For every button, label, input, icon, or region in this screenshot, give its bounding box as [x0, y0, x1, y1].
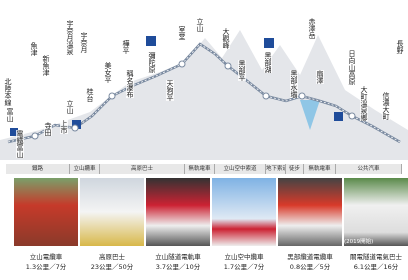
station-label: 黑部水壩 [290, 70, 298, 98]
vehicle-photo [212, 178, 276, 246]
vehicle-name: 立山隧道電軌車 [145, 253, 211, 261]
station-label: 上市 [60, 120, 68, 134]
station-label: 電鐵富山 [16, 130, 24, 158]
vehicle-name: 黑部纜道電纜車 [277, 253, 343, 261]
note: (2019開始) [344, 238, 384, 246]
station-label: 宇奈月溫泉 [66, 20, 74, 55]
vehicle-photo [14, 178, 78, 246]
transport-segment: 立山纜車 [70, 164, 100, 174]
station-label: 立山 [66, 100, 74, 114]
vehicle-detail: 6.1公里／16分 [343, 263, 408, 271]
station-label: 北陸本線 [4, 78, 12, 106]
station-label: 宇奈月 [80, 32, 88, 53]
station-label: 新魚津 [42, 55, 50, 76]
station-label: 長野 [396, 40, 404, 54]
transport-segment: 公共汽車 [336, 164, 402, 174]
transport-segment: 高原巴士 [100, 164, 185, 174]
transport-segment: 鐵路 [6, 164, 70, 174]
transport-segment: 無軌電車 [304, 164, 336, 174]
vehicle-detail: 3.7公里／10分 [145, 263, 211, 271]
station-label: 寺田 [44, 122, 52, 136]
station-label: 樺平 [122, 40, 130, 54]
station-label: 室堂 [178, 26, 186, 40]
transport-segment: 無軌電車 [185, 164, 215, 174]
vehicle-photo [146, 178, 210, 246]
vehicle-photo [344, 178, 408, 246]
station-label: 桂台 [86, 88, 94, 102]
vehicle-detail: 1.3公里／7分 [13, 263, 79, 271]
vehicle-name: 立山電纜車 [13, 253, 79, 261]
vehicle-name: 關電隧道電氣巴士 [343, 253, 408, 261]
station-label: 魚津 [30, 42, 38, 56]
station-label: 稱名瀑布 [126, 70, 134, 98]
station-label: 立山 [196, 18, 204, 32]
transport-segment: 立山空中索道 [215, 164, 266, 174]
vehicle-photo [278, 178, 342, 246]
route-diagram: 魚津新魚津宇奈月溫泉宇奈月北陸本線富山電鐵富山寺田上市立山桂台美女平稱名瀑布樺平… [0, 0, 408, 280]
vehicle-photo [80, 178, 144, 246]
transport-segment: 地下索道 [266, 164, 286, 174]
vehicle-name: 立山空中纜車 [211, 253, 277, 261]
station-label: 扇澤 [316, 70, 324, 84]
station-label: 天狗平 [166, 80, 174, 101]
station-label: 富山 [6, 108, 14, 122]
station-label: 日向山高原 [348, 50, 356, 85]
station-label: 赤澤岳 [308, 18, 316, 39]
vehicle-detail: 0.8公里／5分 [277, 263, 343, 271]
mountain-bg [0, 30, 408, 160]
station-label: 美女平 [104, 62, 112, 83]
vehicle-detail: 23公里／50分 [79, 263, 145, 271]
station-label: 大觀峰 [222, 28, 230, 49]
vehicle-name: 高原巴士 [79, 253, 145, 261]
station-label: 彌陀原 [148, 52, 156, 73]
transport-segment: 徒步 [286, 164, 304, 174]
station-label: 信濃大町 [382, 92, 390, 120]
station-label: 大町溫泉鄉 [360, 86, 368, 121]
station-label: 黑部湖 [264, 52, 272, 73]
vehicle-detail: 1.7公里／7分 [211, 263, 277, 271]
station-label: 黑部平 [238, 60, 246, 81]
